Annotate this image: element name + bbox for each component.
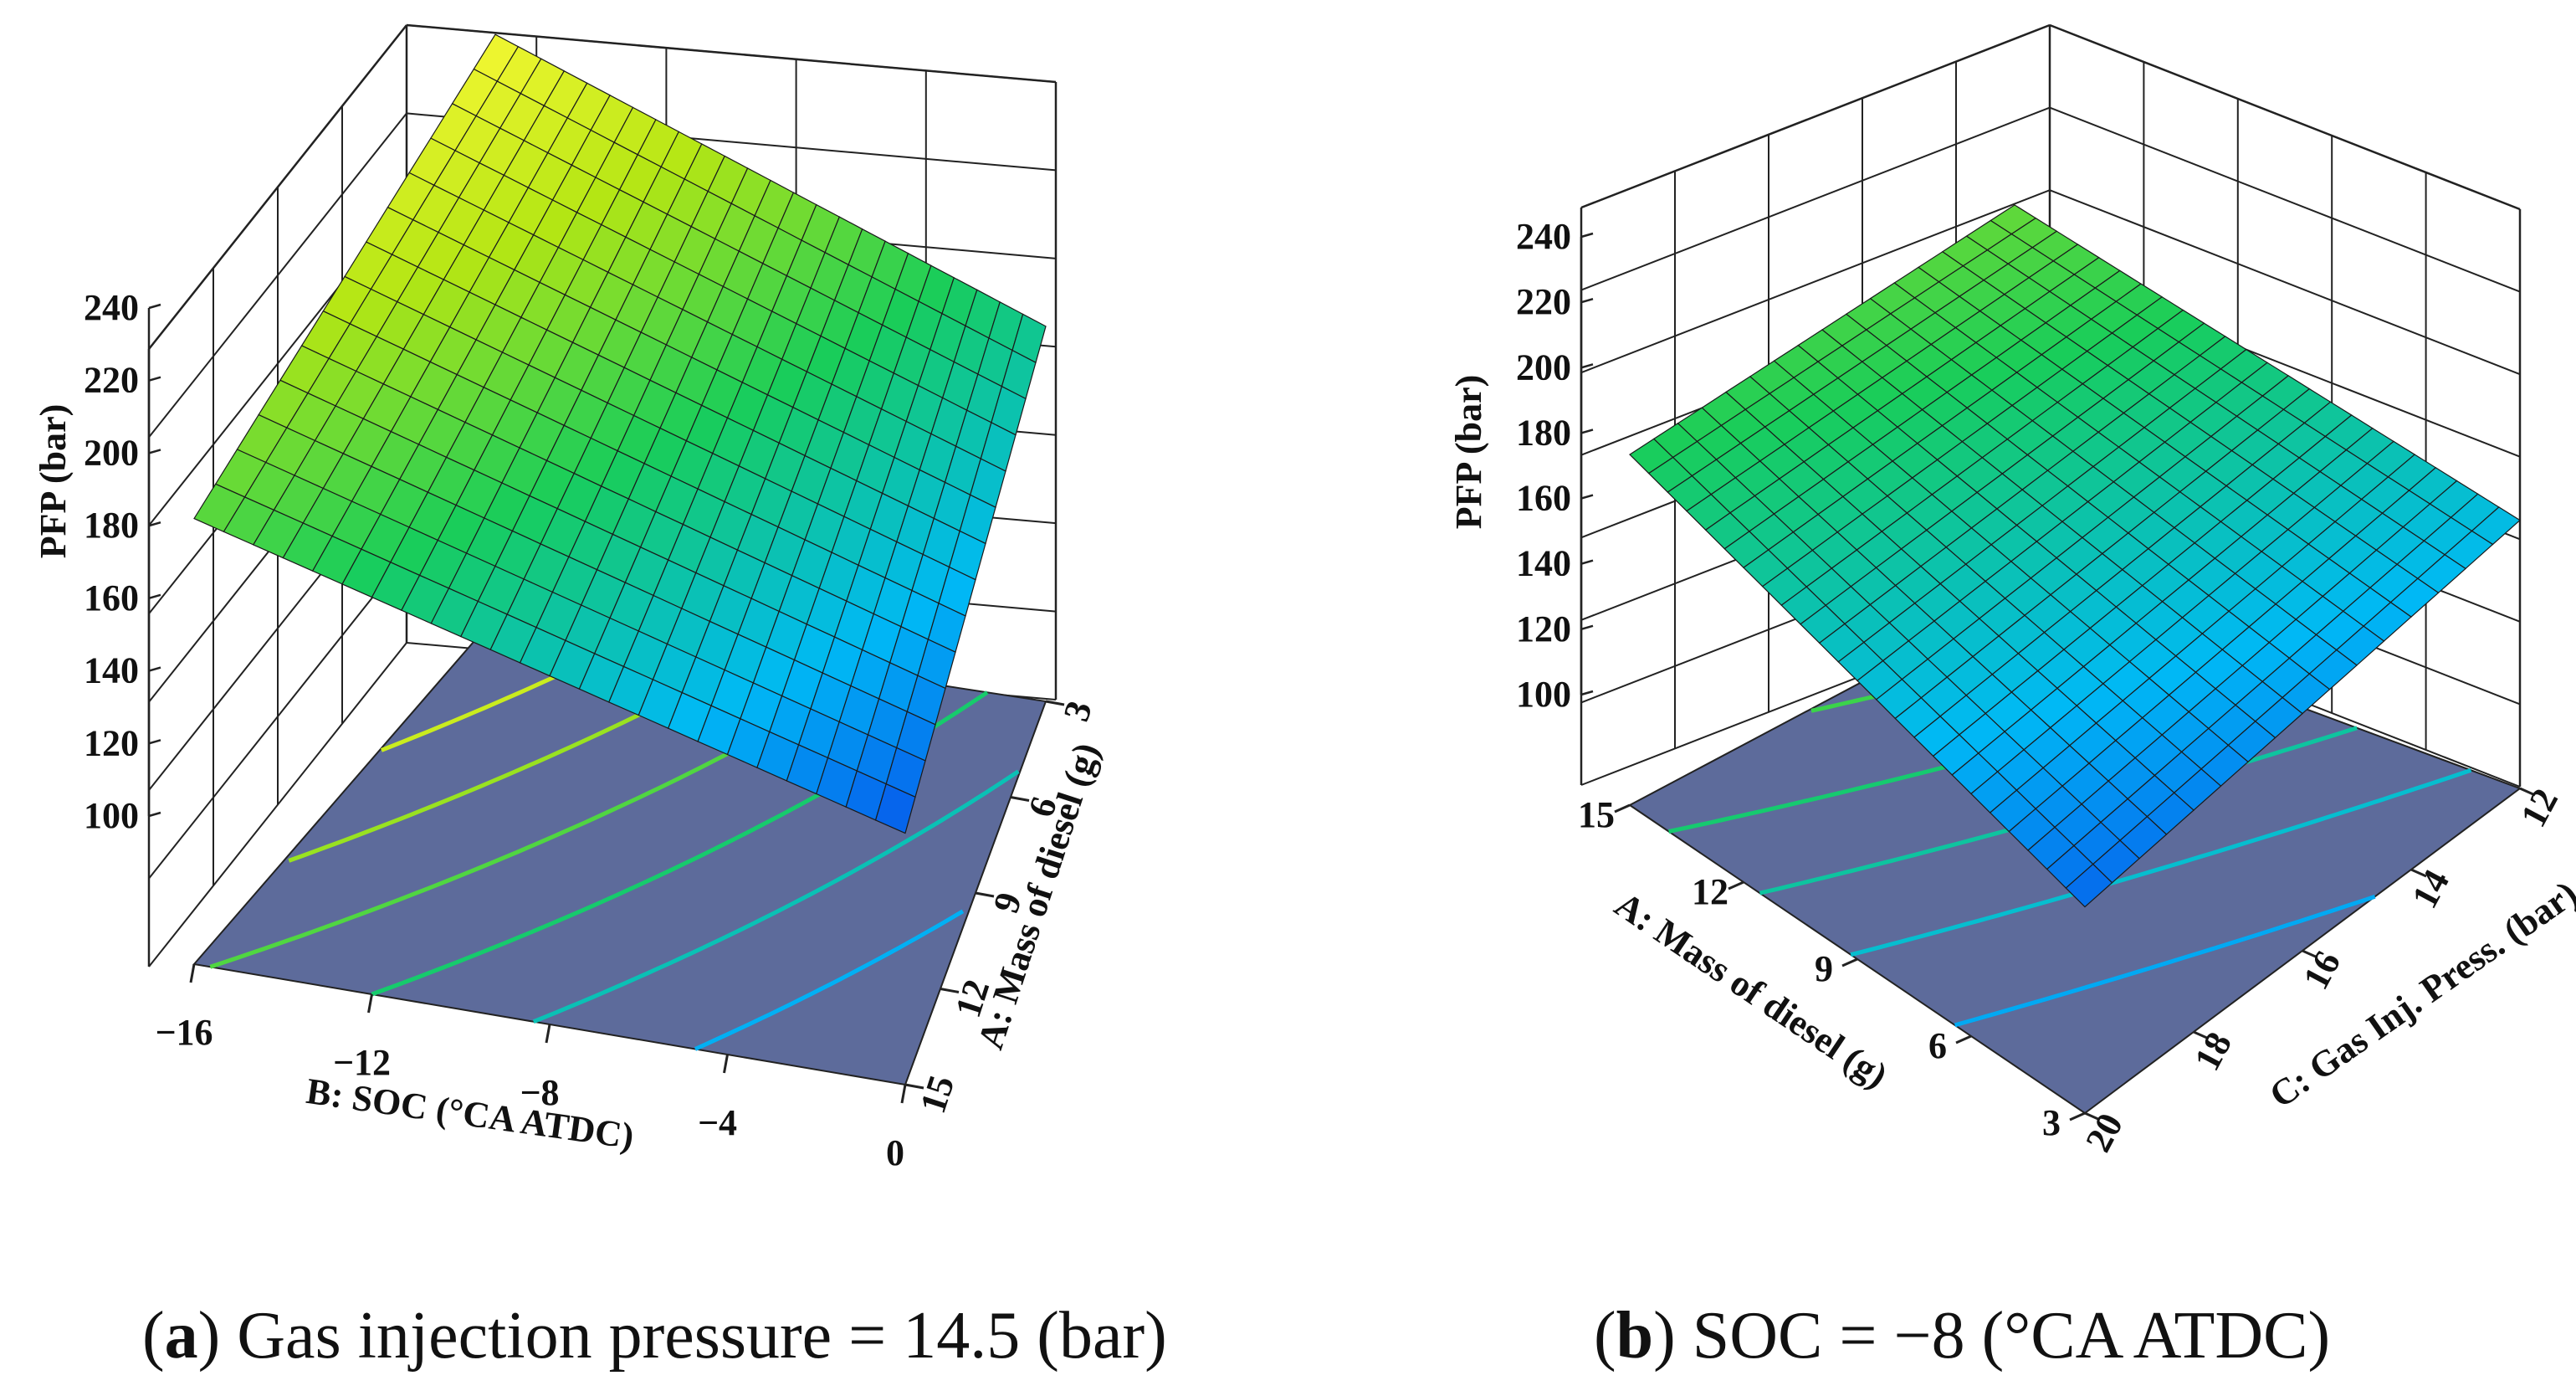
- y-tick-mark: [904, 1083, 924, 1090]
- z-tick-mark: [1580, 690, 1594, 696]
- panel-a-chart: 100 120 140 160 180 200 220 240 PFP (bar) −16 −12 −…: [33, 23, 1107, 1173]
- z-tick-label: 220: [84, 360, 139, 401]
- y-tick-mark: [1045, 700, 1065, 706]
- panel-b-chart: 100 120 140 160 180 200 220 240 PFP (bar) 15 12 9 6 3…: [1448, 23, 2576, 1158]
- z-tick-mark: [148, 521, 161, 527]
- z-tick-label: 140: [84, 650, 139, 691]
- wall-gridline: [1580, 106, 2051, 291]
- x-tick-label: −4: [698, 1102, 737, 1143]
- x-tick-label: −8: [520, 1072, 559, 1113]
- wall-gridline: [2049, 106, 2521, 293]
- x-tick-label: 9: [1815, 948, 1833, 989]
- z-axis-title: PFP (bar): [33, 404, 74, 559]
- z-tick-label: 180: [1516, 412, 1571, 453]
- z-tick-mark: [148, 666, 161, 672]
- contour-line: [1954, 894, 2376, 1028]
- panel-b-letter: b: [1616, 1299, 1654, 1373]
- contour-line: [694, 909, 965, 1051]
- y-tick-mark: [940, 988, 960, 993]
- y-tick-mark: [2519, 787, 2536, 797]
- y-tick-mark: [2084, 1111, 2101, 1121]
- contour-line: [532, 769, 1020, 1024]
- x-tick-label: 0: [886, 1132, 904, 1173]
- z-tick-mark: [1580, 559, 1594, 565]
- x-tick-mark: [189, 963, 196, 983]
- x-tick-label: 6: [1928, 1025, 1947, 1066]
- x-tick-mark: [723, 1054, 729, 1074]
- wall-gridline: [1580, 189, 2051, 374]
- x-tick-mark: [1614, 803, 1631, 813]
- z-tick-mark: [1580, 363, 1594, 369]
- z-tick-label: 200: [1516, 346, 1571, 387]
- z-tick-label: 120: [84, 722, 139, 763]
- wall-gridline: [1580, 24, 2051, 208]
- y-tick-mark: [2302, 949, 2318, 959]
- x-tick-mark: [367, 993, 373, 1014]
- panel-a-letter: a: [165, 1299, 198, 1373]
- wall-gridline: [2049, 24, 2521, 210]
- contour-line: [1850, 767, 2472, 957]
- z-tick-label: 100: [1516, 674, 1571, 715]
- z-tick-mark: [1580, 297, 1594, 304]
- panel-a-caption-text: ) Gas injection pressure = 14.5 (bar): [198, 1299, 1167, 1373]
- z-tick-label: 240: [84, 287, 139, 328]
- x-tick-mark: [1841, 957, 1858, 967]
- z-tick-label: 200: [84, 432, 139, 473]
- z-tick-mark: [1580, 494, 1594, 500]
- wall-gridline: [406, 24, 1057, 83]
- x-tick-label: 3: [2042, 1102, 2061, 1143]
- surface-cell: [874, 783, 916, 834]
- x-tick-mark: [1728, 880, 1744, 890]
- z-tick-label: 240: [1516, 216, 1571, 257]
- z-tick-mark: [148, 376, 161, 382]
- x-tick-label: 15: [1578, 794, 1615, 835]
- surface-cell: [2065, 863, 2113, 908]
- z-tick-mark: [148, 593, 161, 600]
- z-tick-mark: [1580, 232, 1594, 239]
- z-tick-label: 120: [1516, 608, 1571, 649]
- z-tick-mark: [148, 739, 161, 745]
- y-tick-mark: [1010, 796, 1030, 802]
- z-tick-mark: [1580, 429, 1594, 434]
- panel-b-caption-text: ) SOC = −8 (°CA ATDC): [1653, 1299, 2330, 1373]
- z-tick-label: 100: [84, 795, 139, 836]
- z-tick-label: 140: [1516, 543, 1571, 584]
- panel-a-caption: (a) Gas injection pressure = 14.5 (bar): [142, 1299, 1167, 1373]
- x-axis-title: B: SOC (°CA ATDC): [304, 1070, 636, 1157]
- y-tick-label: 3: [1056, 695, 1100, 726]
- x-tick-label: −16: [155, 1012, 213, 1053]
- x-tick-mark: [2069, 1111, 2086, 1121]
- z-tick-mark: [148, 449, 161, 454]
- panel-b-caption: (b) SOC = −8 (°CA ATDC): [1594, 1299, 2330, 1373]
- x-tick-mark: [1955, 1034, 1972, 1044]
- x-tick-label: −12: [333, 1042, 391, 1083]
- z-tick-label: 160: [1516, 478, 1571, 519]
- y-tick-mark: [2410, 868, 2427, 878]
- y-tick-label: 15: [912, 1070, 962, 1118]
- y-tick-mark: [2193, 1030, 2210, 1040]
- z-tick-mark: [148, 303, 161, 310]
- x-tick-mark: [900, 1084, 907, 1104]
- z-tick-mark: [1580, 624, 1594, 631]
- wall-gridline: [2049, 189, 2521, 376]
- y-tick-mark: [975, 891, 995, 898]
- z-tick-label: 160: [84, 577, 139, 618]
- z-tick-label: 180: [84, 505, 139, 546]
- z-tick-label: 220: [1516, 281, 1571, 322]
- x-tick-mark: [545, 1024, 551, 1044]
- x-tick-label: 12: [1692, 871, 1728, 912]
- z-axis-title: PFP (bar): [1448, 375, 1489, 530]
- z-tick-mark: [148, 811, 161, 818]
